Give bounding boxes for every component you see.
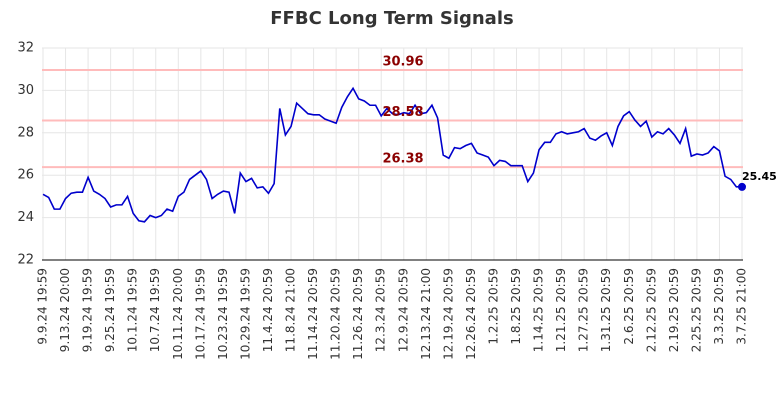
x-tick-label: 9.13.24 20:00 <box>58 268 72 352</box>
x-tick-label: 1.2.25 20:59 <box>486 268 500 345</box>
x-tick-label: 1.8.25 20:59 <box>509 268 523 345</box>
price-line <box>42 86 742 223</box>
x-tick-label: 2.19.25 20:59 <box>667 268 681 352</box>
x-tick-label: 10.29.24 19:59 <box>238 268 252 360</box>
x-tick-label: 3.3.25 20:59 <box>712 268 726 345</box>
x-tick-label: 12.9.24 20:59 <box>396 268 410 352</box>
y-tick-label: 30 <box>17 83 34 98</box>
x-tick-label: 2.25.25 20:59 <box>689 268 703 352</box>
x-tick-label: 12.3.24 20:59 <box>374 268 388 352</box>
x-tick-label: 2.6.25 20:59 <box>622 268 636 345</box>
x-tick-label: 9.9.24 19:59 <box>36 268 50 345</box>
x-tick-label: 3.7.25 21:00 <box>735 268 749 345</box>
x-tick-label: 11.14.24 20:59 <box>306 268 320 360</box>
x-tick-label: 10.23.24 19:59 <box>216 268 230 360</box>
x-tick-label: 9.25.24 19:59 <box>103 268 117 352</box>
y-tick-label: 22 <box>17 253 34 268</box>
x-tick-label: 10.7.24 19:59 <box>148 268 162 352</box>
reference-label: 26.38 <box>382 152 423 167</box>
y-tick-label: 24 <box>17 210 34 225</box>
last-point <box>738 182 746 191</box>
y-tick-label: 26 <box>17 168 34 183</box>
x-tick-label: 2.12.25 20:59 <box>644 268 658 352</box>
x-tick-label: 11.26.24 20:59 <box>351 268 365 360</box>
reference-label: 30.96 <box>382 55 423 70</box>
y-tick-label: 28 <box>17 125 34 140</box>
x-tick-label: 10.11.24 20:00 <box>171 268 185 360</box>
x-tick-label: 1.27.25 20:59 <box>577 268 591 352</box>
chart-title: FFBC Long Term Signals <box>270 8 513 29</box>
x-tick-label: 1.14.25 20:59 <box>532 268 546 352</box>
x-tick-label: 11.8.24 21:00 <box>284 268 298 352</box>
last-value-label: 25.45 <box>742 170 777 183</box>
x-tick-label: 11.20.24 20:59 <box>329 268 343 360</box>
y-tick-label: 32 <box>17 41 34 56</box>
x-tick-label: 12.19.24 20:59 <box>441 268 455 360</box>
x-tick-label: 1.21.25 20:59 <box>554 268 568 352</box>
x-tick-label: 1.31.25 20:59 <box>599 268 613 352</box>
x-tick-label: 11.4.24 20:59 <box>261 268 275 352</box>
reference-label: 28.58 <box>382 105 423 120</box>
x-tick-label: 9.19.24 19:59 <box>81 268 95 352</box>
x-tick-label: 10.1.24 19:59 <box>126 268 140 352</box>
x-tick-label: 10.17.24 19:59 <box>193 268 207 360</box>
x-tick-label: 12.13.24 21:00 <box>419 268 433 360</box>
x-tick-label: 12.26.24 20:59 <box>464 268 478 360</box>
